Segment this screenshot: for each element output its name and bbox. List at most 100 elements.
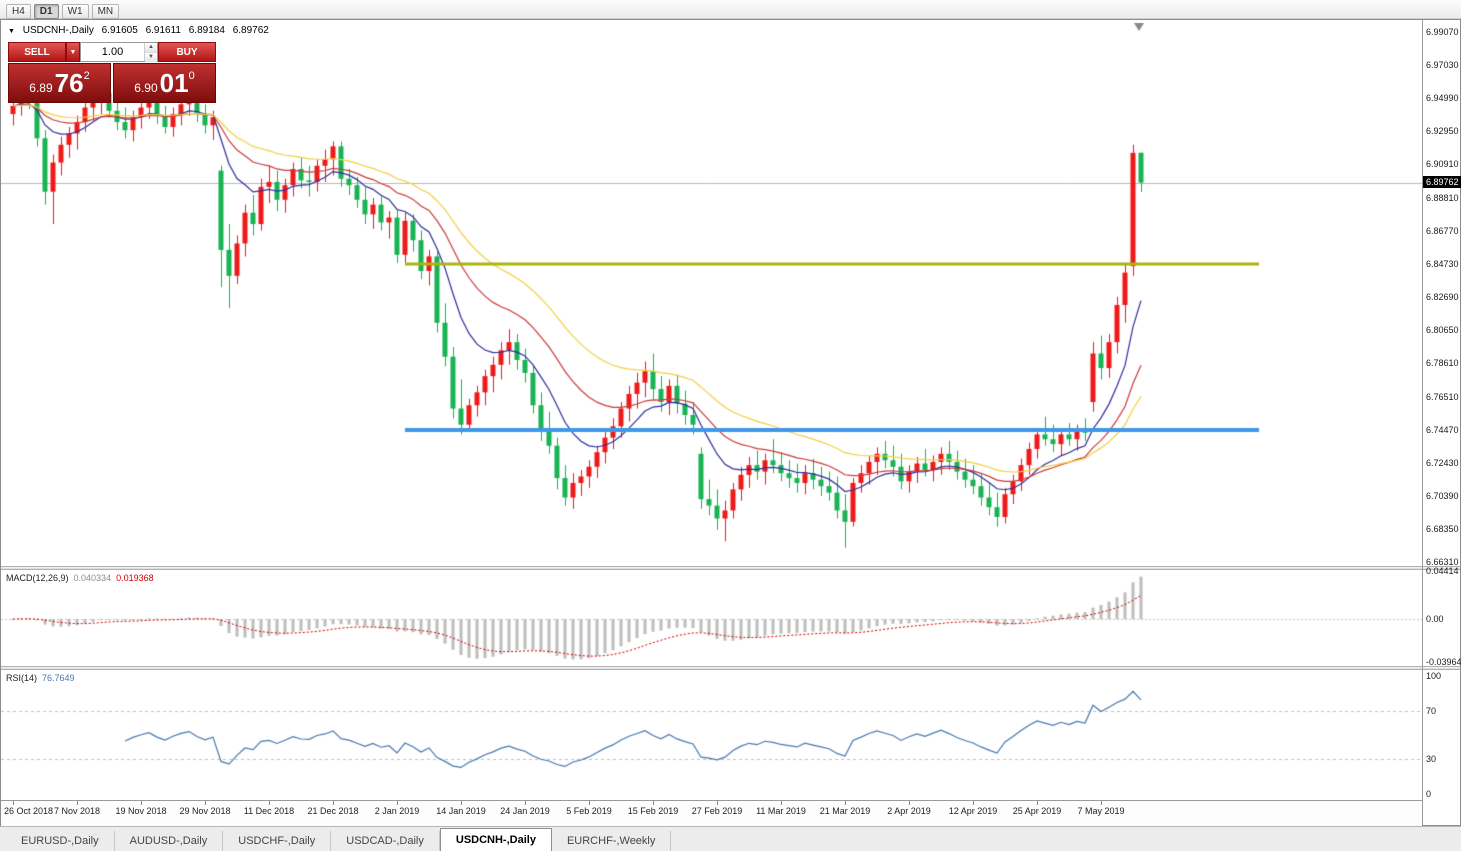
macd-value-signal: 0.019368 bbox=[116, 573, 154, 583]
date-label: 21 Mar 2019 bbox=[819, 806, 871, 816]
date-label: 25 Apr 2019 bbox=[1012, 806, 1062, 816]
ohlc-high: 6.91611 bbox=[145, 25, 181, 36]
time-axis-tick bbox=[973, 801, 974, 805]
time-axis-tick bbox=[397, 801, 398, 805]
buy-button[interactable]: BUY bbox=[158, 42, 216, 62]
date-label: 29 Nov 2018 bbox=[179, 806, 231, 816]
price-scale-label: 6.70390 bbox=[1426, 491, 1459, 502]
sell-price-main: 6.89 bbox=[29, 81, 53, 95]
chart-tab-usdcnh-daily[interactable]: USDCNH-,Daily bbox=[439, 828, 552, 851]
rsi-label: RSI(14) 76.7649 bbox=[6, 673, 75, 683]
time-axis-tick bbox=[461, 801, 462, 805]
time-axis-tick bbox=[141, 801, 142, 805]
timeframe-toolbar: H4 D1 W1 MN bbox=[0, 0, 1461, 19]
price-scale-label: 6.92950 bbox=[1426, 126, 1459, 136]
macd-scale-label: 0.00 bbox=[1426, 613, 1444, 624]
sell-price-panel[interactable]: 6.89 76 2 bbox=[8, 63, 111, 103]
time-axis-tick bbox=[1101, 801, 1102, 805]
collapse-one-click-icon[interactable]: ▼ bbox=[8, 28, 15, 35]
time-axis-tick bbox=[909, 801, 910, 805]
buy-price-pipette: 0 bbox=[188, 70, 195, 82]
buy-price-main: 6.90 bbox=[134, 81, 158, 95]
time-axis-tick bbox=[525, 801, 526, 805]
current-price-badge: 6.89762 bbox=[1423, 175, 1461, 188]
date-label: 24 Jan 2019 bbox=[500, 806, 550, 816]
price-scale-label: 6.94990 bbox=[1426, 92, 1459, 103]
volume-dropdown-button[interactable]: ▼ bbox=[66, 42, 80, 62]
chart-tab-usdcad-daily[interactable]: USDCAD-,Daily bbox=[331, 831, 440, 851]
date-label: 15 Feb 2019 bbox=[627, 806, 679, 816]
time-axis-tick bbox=[205, 801, 206, 805]
price-scale-divider bbox=[1422, 20, 1423, 825]
macd-label: MACD(12,26,9) 0.040334 0.019368 bbox=[6, 573, 154, 583]
date-label: 5 Feb 2019 bbox=[566, 806, 612, 816]
buy-price-panel[interactable]: 6.90 01 0 bbox=[113, 63, 216, 103]
one-click-trading-panel: SELL ▼ ▲ ▼ BUY 6.89 76 2 bbox=[8, 42, 216, 103]
pane-separator[interactable] bbox=[1, 666, 1460, 670]
date-label: 26 Oct 2018 bbox=[4, 806, 54, 816]
price-scale-label: 6.74470 bbox=[1426, 425, 1459, 436]
time-axis-tick bbox=[717, 801, 718, 805]
timeframe-button-mn[interactable]: MN bbox=[91, 4, 120, 19]
sell-price-big: 76 bbox=[54, 68, 84, 98]
rsi-value: 76.7649 bbox=[42, 673, 75, 683]
time-axis[interactable]: 26 Oct 2018 7 Nov 2018 19 Nov 2018 29 Nov 2… bbox=[1, 800, 1422, 826]
time-axis-tick bbox=[13, 801, 14, 805]
price-scale-label: 6.76510 bbox=[1426, 392, 1459, 403]
symbol-title: USDCNH-,Daily bbox=[22, 25, 94, 36]
chart-window: ▼ USDCNH-,Daily 6.91605 6.91611 6.89184 … bbox=[0, 19, 1461, 826]
price-chart-canvas[interactable] bbox=[1, 20, 1422, 566]
pane-separator[interactable] bbox=[1, 566, 1460, 570]
time-axis-tick bbox=[269, 801, 270, 805]
price-scale-label: 6.66310 bbox=[1426, 557, 1459, 568]
macd-scale-label: -0.03964 bbox=[1426, 656, 1461, 667]
rsi-scale-label: 70 bbox=[1426, 706, 1437, 717]
date-label: 11 Mar 2019 bbox=[756, 806, 806, 816]
chart-tab-eurusd-daily[interactable]: EURUSD-,Daily bbox=[6, 831, 115, 851]
price-scale-label: 6.88810 bbox=[1426, 192, 1459, 203]
volume-increase-button[interactable]: ▲ bbox=[145, 43, 157, 53]
chevron-down-icon: ▼ bbox=[69, 48, 77, 56]
sell-button[interactable]: SELL bbox=[8, 42, 66, 62]
timeframe-button-w1[interactable]: W1 bbox=[61, 4, 89, 19]
date-label: 7 Nov 2018 bbox=[53, 806, 101, 816]
macd-value-main: 0.040334 bbox=[73, 573, 112, 583]
date-label: 19 Nov 2018 bbox=[115, 806, 167, 816]
volume-input[interactable] bbox=[81, 43, 144, 61]
buy-price-big: 01 bbox=[159, 68, 189, 98]
symbol-header: ▼ USDCNH-,Daily 6.91605 6.91611 6.89184 … bbox=[8, 25, 274, 36]
price-scale-label: 6.72430 bbox=[1426, 458, 1459, 469]
price-scale-label: 6.82690 bbox=[1426, 292, 1459, 303]
date-label: 11 Dec 2018 bbox=[243, 806, 295, 816]
timeframe-button-h4[interactable]: H4 bbox=[6, 4, 31, 19]
macd-name: MACD(12,26,9) bbox=[6, 573, 69, 583]
date-label: 7 May 2019 bbox=[1077, 806, 1125, 816]
time-axis-tick bbox=[77, 801, 78, 805]
price-scale-label: 6.97030 bbox=[1426, 59, 1459, 70]
date-label: 27 Feb 2019 bbox=[691, 806, 743, 816]
macd-scale-label: 0.04414 bbox=[1426, 566, 1459, 577]
chart-tab-eurchf-weekly[interactable]: EURCHF-,Weekly bbox=[552, 831, 672, 851]
rsi-indicator-canvas[interactable] bbox=[1, 670, 1422, 800]
chart-tab-bar: EURUSD-,Daily AUDUSD-,Daily USDCHF-,Daily U… bbox=[0, 826, 1461, 851]
time-axis-tick bbox=[781, 801, 782, 805]
rsi-scale-label: 0 bbox=[1426, 789, 1432, 799]
ohlc-close: 6.89762 bbox=[232, 25, 269, 36]
date-label: 21 Dec 2018 bbox=[307, 806, 359, 816]
macd-indicator-canvas[interactable] bbox=[1, 570, 1422, 666]
date-label: 12 Apr 2019 bbox=[948, 806, 998, 816]
time-axis-tick bbox=[1037, 801, 1038, 805]
date-label: 2 Jan 2019 bbox=[374, 806, 420, 816]
price-scale-label: 6.90910 bbox=[1426, 159, 1459, 169]
price-scale-label: 6.84730 bbox=[1426, 259, 1459, 269]
price-scale-label: 6.78610 bbox=[1426, 358, 1459, 369]
date-label: 14 Jan 2019 bbox=[436, 806, 486, 816]
volume-decrease-button[interactable]: ▼ bbox=[145, 53, 157, 62]
chart-tab-usdchf-daily[interactable]: USDCHF-,Daily bbox=[223, 831, 332, 851]
timeframe-button-d1[interactable]: D1 bbox=[33, 4, 59, 19]
ohlc-open: 6.91605 bbox=[101, 25, 138, 36]
price-scale-label: 6.68350 bbox=[1426, 524, 1459, 535]
price-scale-label: 6.99070 bbox=[1426, 26, 1459, 37]
chart-tab-audusd-daily[interactable]: AUDUSD-,Daily bbox=[115, 831, 224, 851]
